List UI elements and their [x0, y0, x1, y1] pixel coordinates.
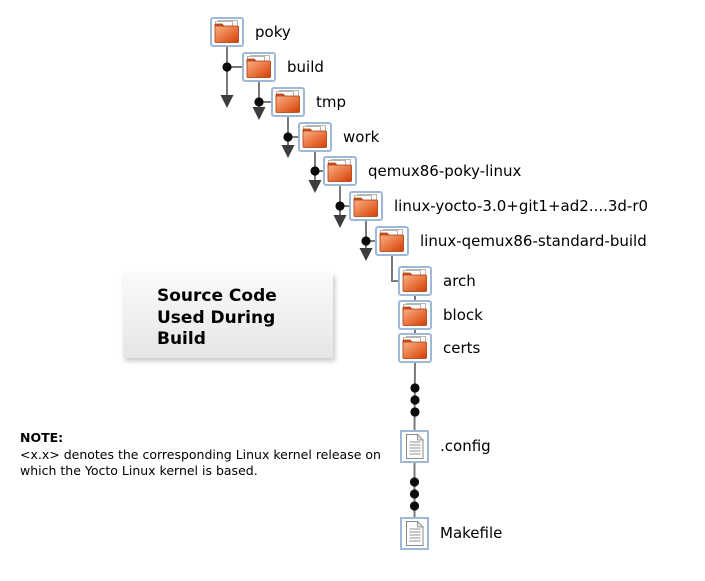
folder-icon: [398, 333, 432, 367]
tree-node-arch: [398, 266, 432, 296]
folder-icon: [323, 156, 357, 190]
note-block: NOTE: <x.x> denotes the corresponding Li…: [20, 430, 400, 480]
ellipsis-dot: [410, 383, 420, 393]
arrowhead-icon: [281, 145, 295, 158]
tree-node-label: certs: [443, 338, 481, 357]
note-text-line: which the Yocto Linux kernel is based.: [20, 463, 258, 478]
tree-node-label: tmp: [316, 92, 347, 111]
branch-dot: [283, 132, 293, 142]
ellipsis-dot: [410, 395, 420, 405]
tree-node-tmp: [271, 87, 305, 117]
arrowhead-icon: [359, 248, 373, 261]
tree-node-label: linux-qemux86-standard-build: [420, 231, 647, 250]
arrowhead-icon: [333, 215, 347, 228]
callout-line: Used During: [157, 307, 276, 328]
folder-icon: [210, 17, 244, 51]
ellipsis-dot: [410, 407, 420, 417]
folder-icon: [375, 226, 409, 260]
tree-node-work: [298, 122, 332, 152]
branch-dot: [310, 166, 320, 176]
tree-node-build: [242, 52, 276, 82]
tree-node-makefile: [400, 517, 429, 550]
note-text-line: <x.x> denotes the corresponding Linux ke…: [20, 446, 381, 462]
folder-icon: [242, 52, 276, 86]
callout-line: Build: [157, 329, 206, 349]
folder-icon: [298, 122, 332, 156]
elbow-connector-line: [391, 256, 398, 282]
tree-node-label: qemux86-poky-linux: [368, 161, 522, 180]
source-code-callout: Source Code Used During Build: [123, 273, 333, 358]
branch-dot: [222, 62, 232, 72]
arrowhead-icon: [252, 107, 266, 120]
tree-node-certs: [398, 333, 432, 363]
folder-icon: [349, 191, 383, 225]
note-title: NOTE:: [20, 430, 64, 445]
tree-node-label: build: [287, 57, 324, 76]
tree-node-poky: [210, 17, 244, 47]
tree-node-linux-yocto: [349, 191, 383, 221]
tree-node-dot-config: [400, 430, 429, 463]
branch-dot: [361, 236, 371, 246]
tree-node-label: .config: [440, 437, 491, 455]
folder-icon: [398, 266, 432, 300]
tree-node-linux-qemux86-standard-build: [375, 226, 409, 256]
tree-node-block: [398, 300, 432, 330]
ellipsis-dot: [409, 477, 420, 487]
tree-node-label: Makefile: [440, 524, 503, 542]
arrowhead-icon: [220, 95, 234, 108]
tree-node-qemux86-poky-linux: [323, 156, 357, 186]
ellipsis-dot: [409, 489, 420, 499]
callout-line: Source Code: [157, 286, 277, 306]
branch-dot: [254, 97, 264, 107]
branch-dot: [335, 201, 345, 211]
file-icon: [400, 430, 429, 467]
tree-node-label: poky: [255, 22, 291, 41]
arrowhead-icon: [308, 180, 322, 193]
ellipsis-dot: [409, 501, 420, 511]
folder-icon: [271, 87, 305, 121]
file-icon: [400, 517, 429, 554]
folder-icon: [398, 300, 432, 334]
tree-node-label: work: [343, 127, 380, 146]
tree-node-label: block: [443, 305, 483, 324]
tree-node-label: linux-yocto-3.0+git1+ad2....3d-r0: [394, 196, 649, 215]
tree-node-label: arch: [443, 271, 476, 290]
